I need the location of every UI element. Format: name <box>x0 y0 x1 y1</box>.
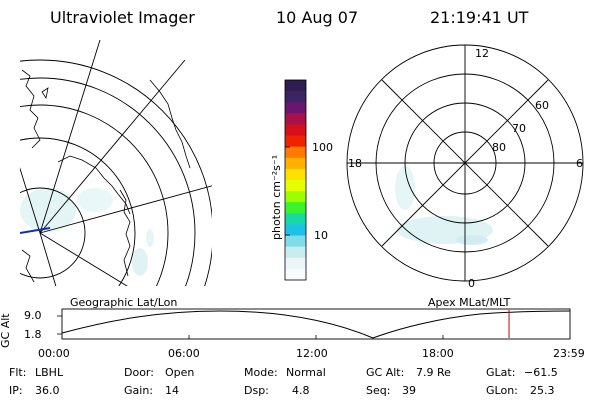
status-gain-value: 14 <box>165 384 179 397</box>
timeline-y-max: 9.0 <box>24 309 42 322</box>
status-seq-value: 39 <box>402 384 416 397</box>
status-glon-value: 25.3 <box>530 384 555 397</box>
status-flt-label: Flt: <box>9 366 27 379</box>
mlt-label-6: 6 <box>576 157 583 170</box>
status-glat-value: −61.5 <box>524 366 558 379</box>
colorbar-segment <box>285 202 306 214</box>
mlt-label-12: 12 <box>475 47 489 60</box>
apex-label: Apex MLat/MLT <box>428 296 511 309</box>
aurora-patch <box>20 188 76 232</box>
status-door-label: Door: <box>124 366 154 379</box>
colorbar-segment <box>285 224 306 237</box>
time-label: 21:19:41 UT <box>430 8 529 27</box>
status-door-value: Open <box>165 366 195 379</box>
status-dsp-label: Dsp: <box>244 384 269 397</box>
status-glon-label: GLon: <box>486 384 518 397</box>
colorbar-segment <box>285 157 306 170</box>
lat-circle <box>20 187 86 279</box>
meridian <box>39 232 128 286</box>
colorbar-segment <box>285 191 306 203</box>
colorbar-tick-label: 100 <box>312 141 333 154</box>
meridian <box>39 40 101 234</box>
mlat-label-60: 60 <box>535 99 549 112</box>
lat-circle <box>20 137 136 286</box>
status-flt-value: LBHL <box>35 366 64 379</box>
meridian <box>39 59 186 234</box>
colorbar-unit-label: photon cm⁻²s⁻¹ <box>270 154 283 240</box>
colorbar-segment <box>285 180 306 192</box>
status-gain-label: Gain: <box>124 384 153 397</box>
aurora-patch <box>77 188 113 212</box>
colorbar-frame <box>284 79 307 281</box>
coastline <box>21 69 41 149</box>
status-glat-label: GLat: <box>486 366 516 379</box>
coastline <box>119 189 131 277</box>
meridian <box>20 167 41 234</box>
status-dsp-value: 4.8 <box>292 384 310 397</box>
mlat-label-70: 70 <box>512 122 526 135</box>
mlt-line <box>381 79 549 247</box>
timeline-x-tick: 23:59 <box>553 347 585 360</box>
colorbar-segment <box>285 124 306 137</box>
colorbar-segment <box>285 146 306 159</box>
colorbar-segment <box>285 91 306 103</box>
status-mode-label: Mode: <box>244 366 278 379</box>
mlat-label-80: 80 <box>492 141 506 154</box>
meridian <box>39 232 57 286</box>
gc-alt-curve <box>61 310 571 339</box>
colorbar-segment <box>285 135 306 148</box>
date-label: 10 Aug 07 <box>276 8 359 27</box>
instrument-title: Ultraviolet Imager <box>50 8 195 27</box>
geographic-map <box>20 40 212 286</box>
timeline-y-min: 1.8 <box>24 328 42 341</box>
colorbar-segment <box>285 113 306 126</box>
mlt-label-18: 18 <box>348 157 362 170</box>
coastline <box>149 79 191 169</box>
colorbar-segment <box>285 102 306 114</box>
timeline-x-tick: 00:00 <box>38 347 70 360</box>
timeline-x-tick: 06:00 <box>168 347 200 360</box>
status-gcalt-label: GC Alt: <box>366 366 405 379</box>
colorbar-segment <box>285 235 306 248</box>
aurora-oval <box>456 235 488 245</box>
colorbar <box>285 80 306 281</box>
status-gcalt-value: 7.9 Re <box>416 366 451 379</box>
aurora-oval <box>395 166 415 210</box>
status-mode-value: Normal <box>286 366 326 379</box>
coastline <box>21 249 35 283</box>
meridian <box>39 185 212 234</box>
colorbar-segment <box>285 80 306 92</box>
colorbar-segment <box>285 168 306 181</box>
coastline <box>41 87 49 100</box>
lat-circle <box>20 59 212 286</box>
colorbar-segment <box>285 257 306 270</box>
status-ip-value: 36.0 <box>35 384 60 397</box>
status-ip-label: IP: <box>9 384 23 397</box>
colorbar-segment <box>285 268 306 281</box>
geographic-label: Geographic Lat/Lon <box>70 296 178 309</box>
colorbar-tick-label: 10 <box>314 229 328 242</box>
mlt-label-0: 0 <box>468 277 475 290</box>
timeline-x-tick: 18:00 <box>422 347 454 360</box>
lat-circle <box>20 77 196 286</box>
timeline-y-label: GC Alt <box>0 313 12 348</box>
terminator-line <box>20 227 51 234</box>
aurora-patch <box>132 248 148 276</box>
coastline <box>57 155 131 215</box>
status-seq-label: Seq: <box>366 384 391 397</box>
aurora-patch <box>146 229 154 247</box>
timeline-x-tick: 12:00 <box>296 347 328 360</box>
colorbar-segment <box>285 246 306 259</box>
colorbar-segment <box>285 213 306 226</box>
polar-grid <box>346 44 584 282</box>
timeline-plot <box>57 308 571 340</box>
lat-circle <box>20 104 169 286</box>
